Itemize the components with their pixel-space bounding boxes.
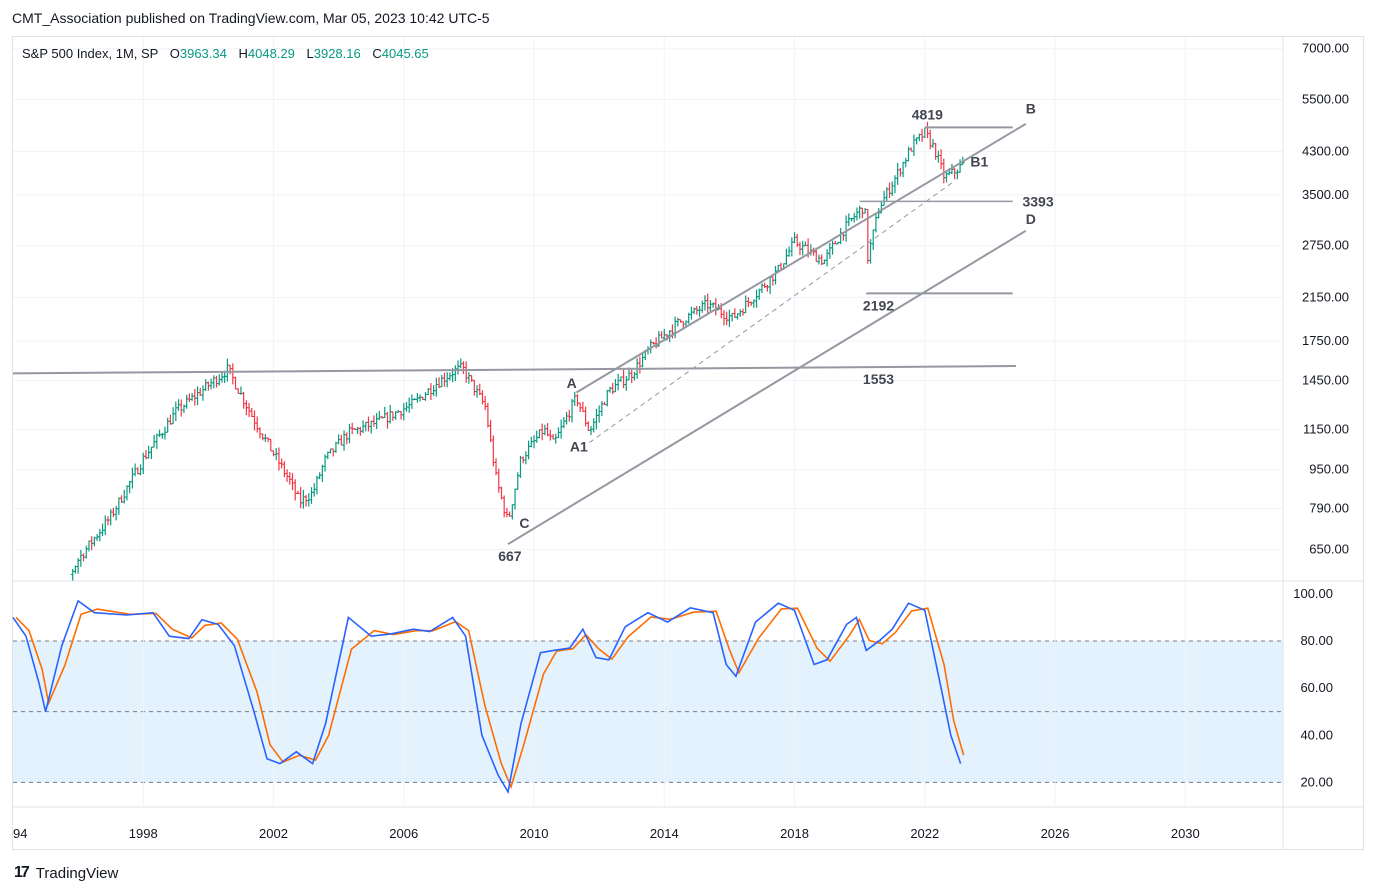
label-4819: 4819 xyxy=(912,106,943,122)
level-1553-line xyxy=(12,365,1016,375)
price-tick-label: 7000.00 xyxy=(1302,41,1349,56)
x-tick-label: 2026 xyxy=(1041,826,1070,841)
symbol-label: S&P 500 Index, 1M, SP xyxy=(22,46,159,61)
x-tick-label: 94 xyxy=(13,826,27,841)
publish-header: CMT_Association published on TradingView… xyxy=(12,10,490,26)
stoch-d-line xyxy=(15,607,965,790)
price-tick-label: 4300.00 xyxy=(1302,143,1349,158)
label-2192: 2192 xyxy=(863,297,894,313)
price-tick-label: 1750.00 xyxy=(1302,333,1349,348)
stoch-tick-label: 40.00 xyxy=(1300,727,1333,742)
chart-frame xyxy=(12,36,1364,850)
label-a: A xyxy=(567,375,577,391)
label-1553: 1553 xyxy=(863,371,894,387)
stoch-tick-label: 20.00 xyxy=(1300,774,1333,789)
low-label: L xyxy=(306,46,314,61)
x-tick-label: 2006 xyxy=(389,826,418,841)
price-tick-label: 5500.00 xyxy=(1302,92,1349,107)
high-value: 4048.29 xyxy=(247,46,295,61)
open-value: 3963.34 xyxy=(179,46,227,61)
open-label: O xyxy=(169,46,180,61)
x-tick-label: 2014 xyxy=(650,826,679,841)
x-tick-label: 2018 xyxy=(780,826,809,841)
price-tick-label: 790.00 xyxy=(1309,500,1349,515)
x-tick-label: 2002 xyxy=(259,826,288,841)
price-tick-label: 3500.00 xyxy=(1302,187,1349,202)
x-tick-label: 2030 xyxy=(1171,826,1200,841)
x-tick-label: 2022 xyxy=(910,826,939,841)
footer-brand[interactable]: 17 TradingView xyxy=(14,864,118,882)
stoch-tick-label: 60.00 xyxy=(1300,680,1333,695)
channel-lower-line xyxy=(507,229,1027,546)
low-value: 3928.16 xyxy=(313,46,361,61)
tradingview-logo-icon: 17 xyxy=(14,864,30,881)
close-label: C xyxy=(372,46,382,61)
stoch-k-line xyxy=(12,599,962,795)
label-667: 667 xyxy=(498,548,522,564)
price-tick-label: 2750.00 xyxy=(1302,238,1349,253)
label-b: B xyxy=(1026,100,1036,116)
brand-name: TradingView xyxy=(35,864,119,882)
ohlc-legend: S&P 500 Index, 1M, SP O3963.34 H4048.29 … xyxy=(22,46,429,61)
price-tick-label: 650.00 xyxy=(1309,542,1349,557)
price-tick-label: 950.00 xyxy=(1309,462,1349,477)
price-tick-label: 1150.00 xyxy=(1303,421,1349,436)
x-tick-label: 1998 xyxy=(129,826,158,841)
close-value: 4045.65 xyxy=(381,46,429,61)
x-tick-label: 2010 xyxy=(520,826,549,841)
channel-upper-line xyxy=(575,123,1027,394)
label-a1: A1 xyxy=(570,439,588,455)
label-d: D xyxy=(1026,211,1036,227)
price-tick-label: 2150.00 xyxy=(1302,289,1349,304)
channel-mid-dashed-line xyxy=(589,180,955,443)
label-3393: 3393 xyxy=(1022,193,1053,209)
stoch-tick-label: 100.00 xyxy=(1293,586,1333,601)
label-c: C xyxy=(519,515,529,531)
price-tick-label: 1450.00 xyxy=(1302,372,1349,387)
high-label: H xyxy=(238,46,248,61)
label-b1: B1 xyxy=(970,154,988,170)
stoch-tick-label: 80.00 xyxy=(1300,633,1333,648)
